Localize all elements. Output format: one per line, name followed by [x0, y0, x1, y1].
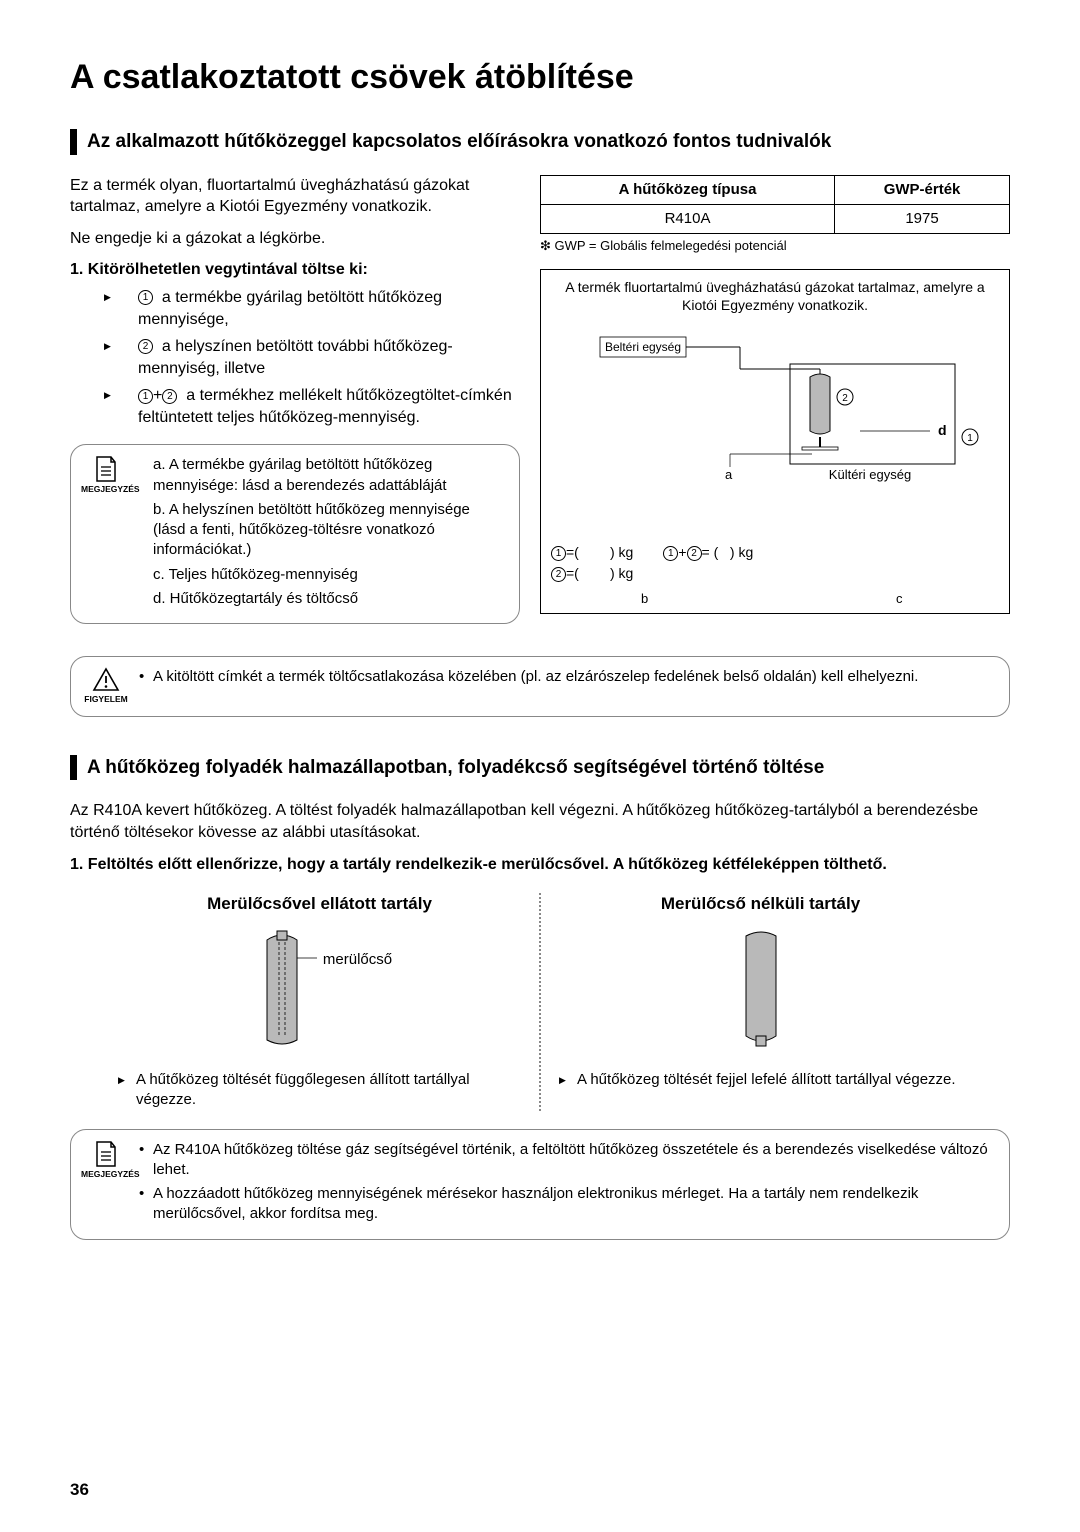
diagram-value-sum: 1+2= ( ) kg [663, 543, 753, 562]
svg-text:Beltéri egység: Beltéri egység [605, 340, 681, 354]
section2-heading: A hűtőközeg folyadék halmazállapotban, f… [70, 755, 1010, 781]
svg-text:d: d [938, 422, 947, 438]
cylinder-without-siphon-figure [541, 928, 980, 1058]
note-item-a: a. A termékbe gyárilag betöltött hűtőköz… [139, 455, 505, 496]
note-icon [94, 455, 118, 483]
section2-intro: Az R410A kevert hűtőközeg. A töltést fol… [70, 800, 1010, 843]
fill-instruction-item: 1 a termékbe gyárilag betöltött hűtőköze… [104, 287, 520, 330]
section2-step1: 1. Feltöltés előtt ellenőrizze, hogy a t… [70, 854, 1010, 876]
warning-icon-label: FIGYELEM [84, 694, 127, 704]
note-icon-label: MEGJEGYZÉS [81, 484, 140, 494]
gwp-footnote: ❇ GWP = Globális felmelegedési potenciál [540, 237, 1010, 255]
siphon-label: merülőcső [323, 950, 392, 970]
page-title: A csatlakoztatott csövek átöblítése [70, 55, 1010, 101]
note-item-d: d. Hűtőközegtartály és töltőcső [139, 589, 505, 609]
diagram-label-c: c [896, 590, 903, 608]
cylinder-without-siphon-title: Merülőcső nélküli tartály [541, 893, 980, 916]
diagram-value-1: 1=( ) kg [551, 543, 633, 562]
svg-text:1: 1 [967, 433, 973, 444]
note-item-b: b. A helyszínen betöltött hűtőközeg menn… [139, 500, 505, 561]
diagram-svg: Kültéri egység Beltéri egység 2 1 [560, 319, 990, 499]
warning-icon [92, 667, 120, 693]
svg-text:a: a [725, 467, 733, 482]
section1-heading: Az alkalmazott hűtőközeggel kapcsolatos … [70, 129, 1010, 155]
note-callout-1: MEGJEGYZÉS a. A termékbe gyárilag betölt… [70, 444, 520, 624]
note-item-c: c. Teljes hűtőközeg-mennyiség [139, 565, 505, 585]
cylinder-without-siphon-note: A hűtőközeg töltését fejjel lefelé állít… [541, 1070, 980, 1090]
note-callout-2: MEGJEGYZÉS Az R410A hűtőközeg töltése gá… [70, 1129, 1010, 1240]
note2-line1: Az R410A hűtőközeg töltése gáz segítségé… [139, 1140, 995, 1181]
th-gwp: GWP-érték [835, 175, 1010, 204]
th-refrigerant-type: A hűtőközeg típusa [541, 175, 835, 204]
note2-line2: A hozzáadott hűtőközeg mennyiségének mér… [139, 1184, 995, 1225]
diagram-value-2: 2=( ) kg [551, 565, 633, 581]
intro-para-2: Ne engedje ki a gázokat a légkörbe. [70, 228, 520, 250]
td-gwp: 1975 [835, 204, 1010, 233]
fill-instruction-item: 1+2 a termékhez mellékelt hűtőközegtölte… [104, 385, 520, 428]
diagram-label-b: b [641, 590, 648, 608]
fill-instructions-head: 1. Kitörölhetetlen vegytintával töltse k… [70, 261, 368, 278]
intro-para-1: Ez a termék olyan, fluortartalmú üvegház… [70, 175, 520, 218]
warning-callout: FIGYELEM A kitöltött címkét a termék töl… [70, 656, 1010, 716]
refrigerant-diagram: A termék fluortartalmú üvegházhatású gáz… [540, 269, 1010, 615]
fill-instruction-item: 2 a helyszínen betöltött további hűtőköz… [104, 336, 520, 379]
page-number: 36 [70, 1479, 89, 1502]
note-icon [94, 1140, 118, 1168]
warning-text: A kitöltött címkét a termék töltőcsatlak… [139, 667, 918, 687]
note-icon-label: MEGJEGYZÉS [81, 1169, 140, 1179]
diagram-caption: A termék fluortartalmú üvegházhatású gáz… [551, 278, 999, 316]
svg-text:Kültéri egység: Kültéri egység [829, 467, 911, 482]
cylinder-with-siphon-figure: merülőcső [100, 928, 539, 1058]
cylinder-with-siphon-note: A hűtőközeg töltését függőlegesen állíto… [100, 1070, 539, 1111]
cylinder-with-siphon-title: Merülőcsővel ellátott tartály [100, 893, 539, 916]
td-refrigerant-type: R410A [541, 204, 835, 233]
refrigerant-table: A hűtőközeg típusaGWP-érték R410A1975 [540, 175, 1010, 235]
svg-text:2: 2 [842, 393, 848, 404]
